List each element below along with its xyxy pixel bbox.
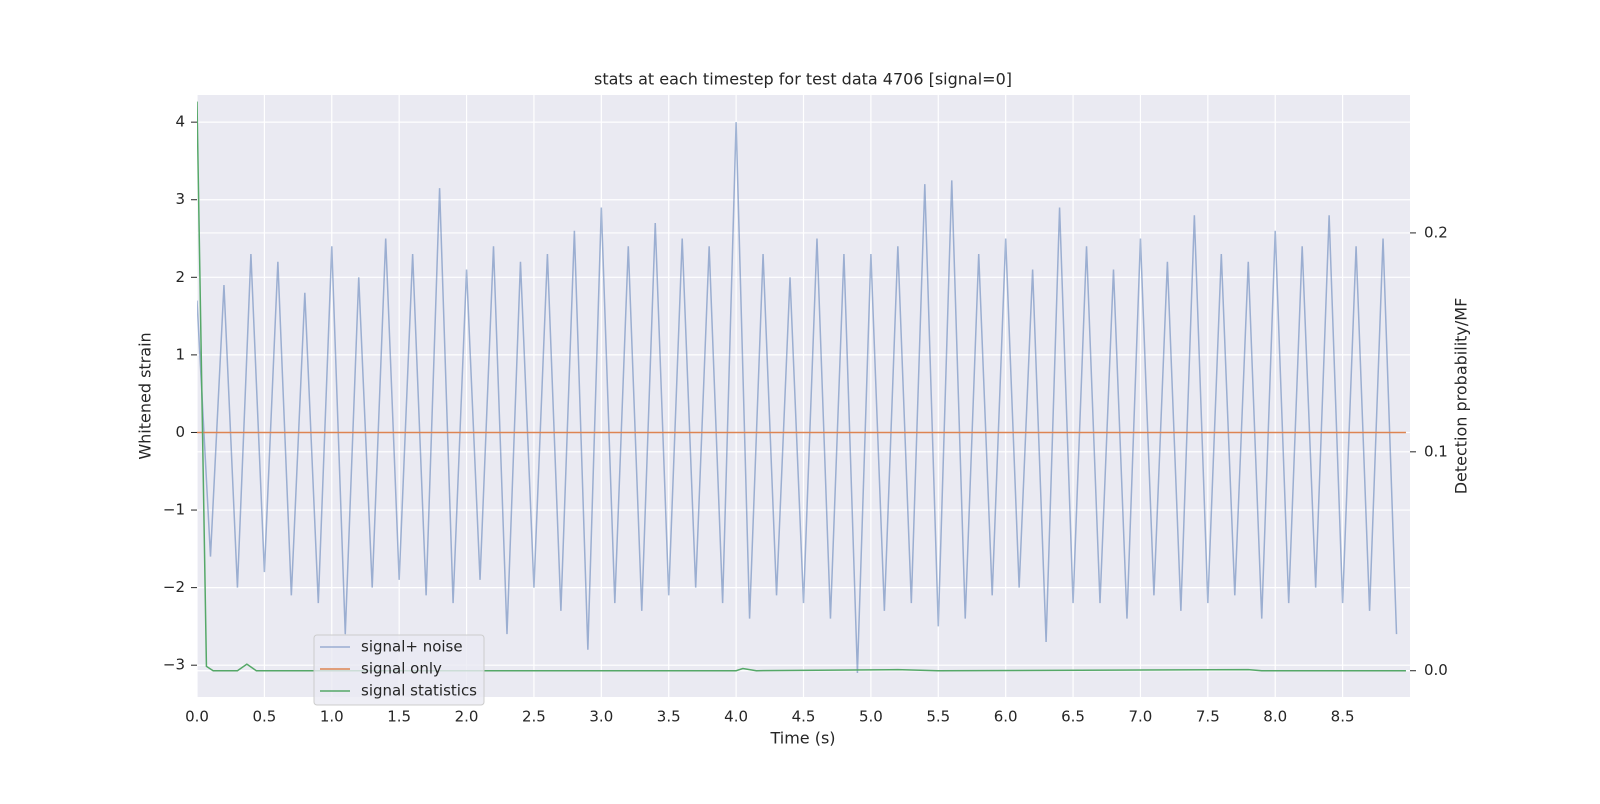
y-tick-label: −2 — [163, 578, 185, 596]
x-tick-label: 3.5 — [657, 708, 681, 726]
y2-tick-label: 0.2 — [1424, 223, 1448, 241]
chart-title: stats at each timestep for test data 470… — [594, 70, 1012, 89]
x-tick-label: 6.0 — [994, 708, 1018, 726]
y-tick-label: 1 — [175, 345, 185, 363]
x-tick-label: 4.0 — [724, 708, 748, 726]
series-line — [197, 101, 1406, 672]
x-tick-label: 1.5 — [387, 708, 411, 726]
legend-label: signal+ noise — [361, 638, 463, 656]
x-tick-label: 5.5 — [926, 708, 950, 726]
x-tick-label: 1.0 — [320, 708, 344, 726]
x-tick-label: 6.5 — [1061, 708, 1085, 726]
y-tick-label: 4 — [175, 113, 185, 131]
y-tick-label: 3 — [175, 190, 185, 208]
y2-tick-label: 0.0 — [1424, 661, 1448, 679]
x-tick-label: 0.0 — [185, 708, 209, 726]
y2-axis-label: Detection probability/MF — [1452, 298, 1471, 495]
x-tick-label: 7.5 — [1196, 708, 1220, 726]
y-tick-label: −1 — [163, 501, 185, 519]
y2-tick-label: 0.1 — [1424, 442, 1448, 460]
x-axis-label: Time (s) — [769, 729, 835, 748]
y-tick-label: −3 — [163, 656, 185, 674]
legend-label: signal statistics — [361, 682, 477, 700]
lines — [197, 101, 1406, 673]
x-tick-label: 7.0 — [1129, 708, 1153, 726]
x-tick-label: 5.0 — [859, 708, 883, 726]
series-line — [197, 122, 1398, 673]
x-tick-label: 4.5 — [792, 708, 816, 726]
legend-box — [313, 634, 485, 706]
x-tick-label: 0.5 — [252, 708, 276, 726]
y-tick-label: 0 — [175, 423, 185, 441]
x-tick-label: 3.0 — [589, 708, 613, 726]
x-tick-label: 8.0 — [1263, 708, 1287, 726]
x-tick-label: 2.5 — [522, 708, 546, 726]
x-tick-label: 8.5 — [1331, 708, 1355, 726]
y-axis-label: Whitened strain — [136, 332, 155, 459]
legend: signal+ noise signal only signal statistic… — [313, 634, 485, 706]
axes: 0.0 0.5 1.0 1.5 2.0 2.5 3.0 3.5 4.0 4.5 5.0 5.5 6.0 6… — [163, 113, 1448, 726]
y-tick-label: 2 — [175, 268, 185, 286]
legend-label: signal only — [361, 660, 442, 678]
x-tick-label: 2.0 — [455, 708, 479, 726]
